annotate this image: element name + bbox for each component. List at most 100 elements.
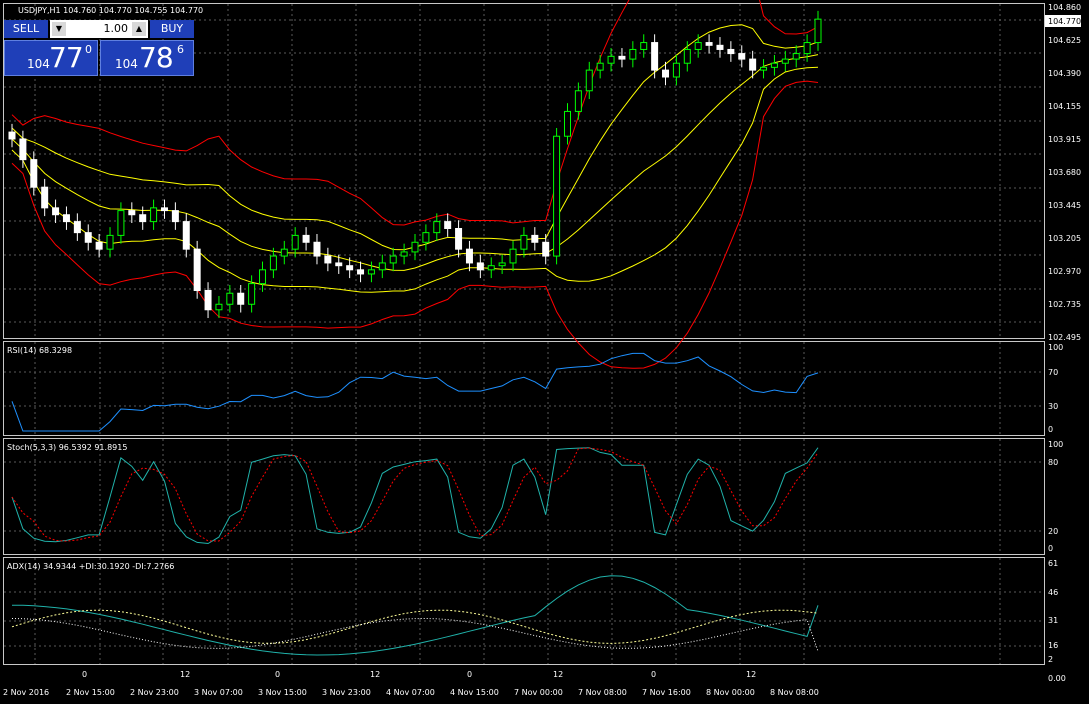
candle-body (770, 62, 778, 68)
candle-body (792, 53, 800, 60)
candle-body (433, 221, 441, 234)
bollinger-line (11, 0, 819, 226)
rsi-tick-label: 0 (1048, 425, 1053, 434)
candle-body (19, 138, 27, 161)
candle-body (651, 42, 659, 71)
lot-size-input[interactable] (68, 21, 128, 36)
candle-body (640, 42, 648, 50)
time-label: 3 Nov 23:00 (322, 688, 371, 697)
adx-label: ADX(14) 34.9344 +DI:30.1920 -DI:7.2766 (7, 562, 174, 571)
time-label: 8 Nov 08:00 (770, 688, 819, 697)
price-tick-label: 103.915 (1048, 135, 1081, 144)
adx-tick-label: 46 (1048, 588, 1058, 597)
candle-body (41, 186, 49, 209)
bollinger-line (11, 66, 819, 293)
candle-body (738, 53, 746, 60)
hour-marker: 12 (553, 670, 563, 679)
candle-body (444, 221, 452, 230)
candle-body (607, 55, 615, 64)
rsi-axis: 100 70 30 0 (1048, 343, 1063, 434)
stoch-tick-label: 0 (1048, 544, 1053, 553)
rsi-line (11, 352, 819, 432)
price-tick-label: 103.205 (1048, 234, 1081, 243)
time-label: 7 Nov 16:00 (642, 688, 691, 697)
candle-body (73, 221, 81, 234)
candle-body (150, 207, 158, 223)
candle-body (367, 269, 375, 275)
time-label: 4 Nov 15:00 (450, 688, 499, 697)
stoch-tick-label: 100 (1048, 440, 1063, 449)
candle-body (280, 248, 288, 257)
bid-price-box[interactable]: 104 77 0 (4, 40, 98, 76)
lot-decrease-icon[interactable]: ▼ (52, 22, 66, 36)
candle-body (248, 283, 256, 305)
adx-axis: 61 46 31 16 2 0.00 (1048, 559, 1066, 683)
stoch-main-line (11, 447, 819, 545)
candle-body (683, 48, 691, 64)
candle-body (226, 292, 234, 305)
adx-tick-label: 16 (1048, 641, 1058, 650)
time-label: 8 Nov 00:00 (706, 688, 755, 697)
bid-sup: 0 (85, 43, 92, 56)
panel-borders (3, 3, 1045, 665)
lot-increase-icon[interactable]: ▲ (132, 22, 146, 36)
candle-body (8, 131, 16, 140)
candle-body (520, 234, 528, 250)
candle-body (204, 289, 212, 311)
candle-body (357, 269, 365, 275)
stoch-signal-line (11, 447, 819, 542)
buy-button[interactable]: BUY (150, 20, 194, 38)
price-tick-label: 104.155 (1048, 102, 1081, 111)
ask-price-box[interactable]: 104 78 6 (100, 40, 194, 76)
candle-body (182, 221, 190, 250)
price-tick-label: 104.390 (1048, 69, 1081, 78)
candle-body (672, 62, 680, 78)
grid-lines (4, 4, 1044, 664)
candle-body (117, 210, 125, 236)
rsi-label: RSI(14) 68.3298 (7, 346, 72, 355)
bollinger-line (11, 80, 819, 369)
candle-body (52, 207, 60, 216)
candle-body (553, 135, 561, 257)
hour-markers: 0 12 0 12 0 12 0 12 (82, 670, 756, 679)
hour-marker: 12 (746, 670, 756, 679)
adx-main-line (11, 575, 819, 656)
candle-body (335, 262, 343, 267)
candle-body (803, 42, 811, 55)
candle-body (585, 69, 593, 92)
candle-body (215, 303, 223, 311)
hour-marker: 12 (370, 670, 380, 679)
candle-body (400, 251, 408, 257)
candle-body (422, 232, 430, 243)
candle-body (694, 42, 702, 50)
candle-body (106, 234, 114, 250)
candle-body (498, 262, 506, 267)
candle-body (563, 110, 571, 137)
candle-body (30, 159, 38, 188)
time-label: 3 Nov 15:00 (258, 688, 307, 697)
hour-marker: 0 (82, 670, 87, 679)
time-label: 3 Nov 07:00 (194, 688, 243, 697)
rsi-tick-label: 100 (1048, 343, 1063, 352)
price-tick-label: 103.680 (1048, 168, 1081, 177)
candle-body (62, 214, 70, 223)
rsi-tick-label: 70 (1048, 368, 1058, 377)
candlesticks (8, 10, 822, 319)
stoch-axis: 100 80 20 0 (1048, 440, 1063, 553)
current-price-label: 104.770 (1048, 17, 1081, 26)
sell-button[interactable]: SELL (4, 20, 48, 38)
time-label: 7 Nov 08:00 (578, 688, 627, 697)
bid-big: 77 (49, 41, 84, 74)
current-price-marker (1045, 15, 1081, 27)
candle-body (193, 248, 201, 291)
lot-size-control: ▼ ▲ (50, 20, 148, 38)
candle-body (781, 58, 789, 64)
candle-body (487, 265, 495, 271)
ask-sup: 6 (177, 43, 184, 56)
bollinger-mid (11, 54, 819, 271)
price-tick-label: 102.970 (1048, 267, 1081, 276)
candle-body (662, 69, 670, 78)
adx-tick-label: 0.00 (1048, 674, 1066, 683)
adx-minus-di-line (11, 617, 819, 652)
